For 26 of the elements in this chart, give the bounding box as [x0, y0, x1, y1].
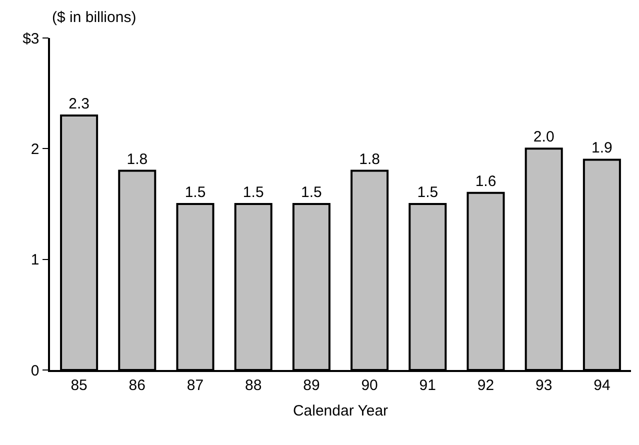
data-label: 1.5 — [242, 184, 264, 201]
y-axis-title: ($ in billions) — [52, 9, 136, 26]
data-label: 1.6 — [475, 172, 496, 190]
x-tick-label: 91 — [419, 376, 436, 394]
y-tick-label: 2 — [30, 140, 40, 158]
data-label: 1.8 — [126, 150, 148, 168]
x-tick-label: 93 — [536, 376, 552, 394]
x-tick-label: 92 — [477, 376, 494, 394]
x-tick-label: 85 — [70, 376, 88, 394]
data-label: 1.5 — [417, 184, 438, 201]
y-tick-label: 0 — [30, 362, 40, 380]
x-tick-label: 87 — [186, 376, 204, 394]
y-tick-label: $3 — [22, 30, 40, 48]
x-tick-label: 90 — [361, 376, 378, 394]
x-tick-label: 88 — [245, 376, 262, 394]
data-label: 1.9 — [592, 140, 612, 157]
data-label: 1.5 — [301, 184, 322, 201]
data-label: 1.8 — [359, 150, 380, 168]
x-tick-label: 86 — [128, 376, 146, 394]
data-label: 1.5 — [184, 184, 206, 201]
data-label: 2.0 — [533, 128, 554, 146]
y-tick-label: 1 — [30, 252, 40, 269]
data-label: 2.3 — [68, 95, 90, 112]
x-axis-title: Calendar Year — [292, 402, 388, 420]
x-tick-label: 89 — [303, 376, 320, 394]
x-tick-label: 94 — [594, 376, 610, 394]
